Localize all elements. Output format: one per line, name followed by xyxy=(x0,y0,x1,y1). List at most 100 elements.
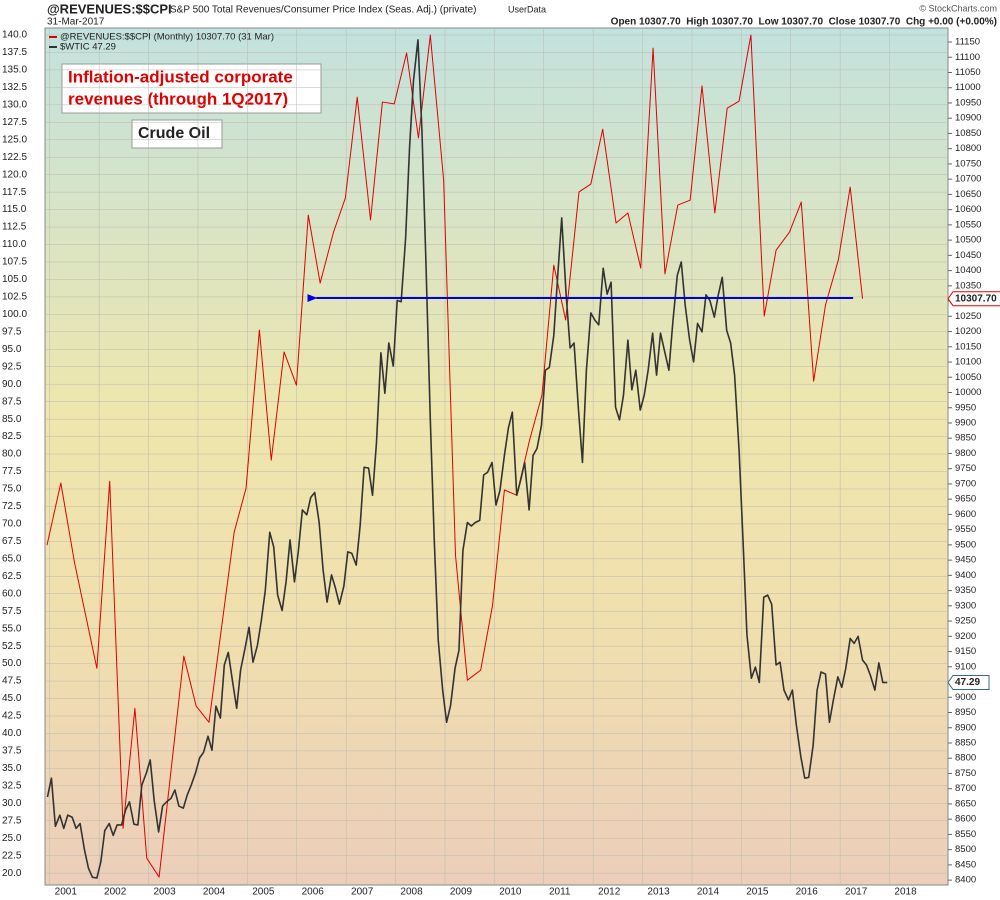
y2-tick-label: 10100 xyxy=(955,357,981,368)
y-tick-label: 50.0 xyxy=(2,658,22,669)
y-tick-label: 67.5 xyxy=(2,536,22,547)
last-value-label: 10307.70 xyxy=(955,293,997,304)
y-tick-label: 82.5 xyxy=(2,431,22,442)
y2-tick-label: 10450 xyxy=(955,250,981,261)
y-tick-label: 60.0 xyxy=(2,588,22,599)
y-tick-label: 25.0 xyxy=(2,833,22,844)
y2-tick-label: 9600 xyxy=(955,509,976,520)
y-tick-label: 85.0 xyxy=(2,414,22,425)
y-tick-label: 125.0 xyxy=(2,134,27,145)
last-value-label: 47.29 xyxy=(955,677,980,688)
y2-tick-label: 10250 xyxy=(955,311,981,322)
y-tick-label: 45.0 xyxy=(2,693,22,704)
x-tick-label: 2008 xyxy=(400,887,423,898)
y-tick-label: 87.5 xyxy=(2,396,22,407)
y2-tick-label: 10550 xyxy=(955,219,981,230)
y2-tick-label: 10800 xyxy=(955,143,981,154)
y2-tick-label: 8450 xyxy=(955,859,976,870)
y-tick-label: 65.0 xyxy=(2,553,22,564)
last-value-tag xyxy=(947,291,1000,307)
oil-label-box xyxy=(131,119,223,149)
y2-tick-label: 10650 xyxy=(955,189,981,200)
y2-tick-label: 11050 xyxy=(955,67,981,78)
y2-tick-label: 9900 xyxy=(955,417,976,428)
annotation-text: Inflation-adjusted corporate xyxy=(68,67,293,86)
y-tick-label: 132.5 xyxy=(2,82,27,93)
y-tick-label: 100.0 xyxy=(2,309,27,320)
y-tick-label: 130.0 xyxy=(2,99,27,110)
y2-tick-label: 8500 xyxy=(955,844,976,855)
y2-tick-label: 9450 xyxy=(955,555,976,566)
x-tick-label: 2017 xyxy=(845,887,868,898)
y2-tick-label: 9550 xyxy=(955,524,976,535)
credit: © StockCharts.com xyxy=(919,3,997,13)
y-tick-label: 55.0 xyxy=(2,623,22,634)
y-tick-label: 35.0 xyxy=(2,763,22,774)
y2-tick-label: 9650 xyxy=(955,494,976,505)
y-tick-label: 32.5 xyxy=(2,780,22,791)
annotation-text: revenues (through 1Q2017) xyxy=(68,89,288,108)
y2-tick-label: 10150 xyxy=(955,341,981,352)
x-tick-label: 2015 xyxy=(746,887,769,898)
y2-tick-label: 10400 xyxy=(955,265,981,276)
y-tick-label: 105.0 xyxy=(2,274,27,285)
y-tick-label: 117.5 xyxy=(2,187,27,198)
last-value-tag xyxy=(947,675,990,691)
y2-tick-label: 8600 xyxy=(955,814,976,825)
y2-tick-label: 8900 xyxy=(955,722,976,733)
y-tick-label: 135.0 xyxy=(2,65,27,76)
y-tick-label: 97.5 xyxy=(2,326,22,337)
x-tick-label: 2018 xyxy=(894,887,917,898)
y-tick-label: 40.0 xyxy=(2,728,22,739)
y2-tick-label: 10200 xyxy=(955,326,981,337)
y-tick-label: 110.0 xyxy=(2,239,27,250)
y2-tick-label: 9800 xyxy=(955,448,976,459)
y-tick-label: 42.5 xyxy=(2,711,22,722)
x-tick-label: 2006 xyxy=(302,887,325,898)
y-tick-label: 22.5 xyxy=(2,850,22,861)
y2-tick-label: 9300 xyxy=(955,600,976,611)
x-tick-label: 2001 xyxy=(55,887,78,898)
legend-label: $WTIC 47.29 xyxy=(60,42,116,53)
y2-tick-label: 9150 xyxy=(955,646,976,657)
y2-tick-label: 9750 xyxy=(955,463,976,474)
series-line xyxy=(46,34,864,878)
x-tick-label: 2010 xyxy=(499,887,522,898)
series-line xyxy=(46,39,888,879)
y2-tick-label: 9350 xyxy=(955,585,976,596)
y-tick-label: 20.0 xyxy=(2,868,22,879)
y2-tick-label: 9200 xyxy=(955,631,976,642)
ohlc: Open 10307.70 High 10307.70 Low 10307.70… xyxy=(611,17,997,28)
y-tick-label: 75.0 xyxy=(2,484,22,495)
symbol: @REVENUES:$$CPI xyxy=(47,1,172,16)
y2-tick-label: 8950 xyxy=(955,707,976,718)
y2-tick-label: 11100 xyxy=(955,52,980,63)
y2-tick-label: 9500 xyxy=(955,539,976,550)
y2-tick-label: 10850 xyxy=(955,128,981,139)
y2-tick-label: 9250 xyxy=(955,616,976,627)
y2-tick-label: 10700 xyxy=(955,174,981,185)
source: UserData xyxy=(508,4,546,14)
y2-tick-label: 9100 xyxy=(955,661,976,672)
y-tick-label: 112.5 xyxy=(2,222,27,233)
y-tick-label: 137.5 xyxy=(2,47,27,58)
y2-tick-label: 9000 xyxy=(955,692,976,703)
y-tick-label: 80.0 xyxy=(2,449,22,460)
y-tick-label: 70.0 xyxy=(2,519,22,530)
y2-tick-label: 8550 xyxy=(955,829,976,840)
y2-tick-label: 10050 xyxy=(955,372,981,383)
y-tick-label: 120.0 xyxy=(2,169,27,180)
y2-tick-label: 8800 xyxy=(955,753,976,764)
y-tick-label: 92.5 xyxy=(2,361,22,372)
y2-tick-label: 10750 xyxy=(955,158,981,169)
y2-tick-label: 8650 xyxy=(955,798,976,809)
y2-tick-label: 9850 xyxy=(955,433,976,444)
x-tick-label: 2004 xyxy=(203,887,226,898)
y-tick-label: 47.5 xyxy=(2,676,22,687)
y-tick-label: 115.0 xyxy=(2,204,27,215)
y-tick-label: 122.5 xyxy=(2,152,27,163)
y-tick-label: 90.0 xyxy=(2,379,22,390)
x-tick-label: 2014 xyxy=(697,887,720,898)
y2-tick-label: 10900 xyxy=(955,113,981,124)
